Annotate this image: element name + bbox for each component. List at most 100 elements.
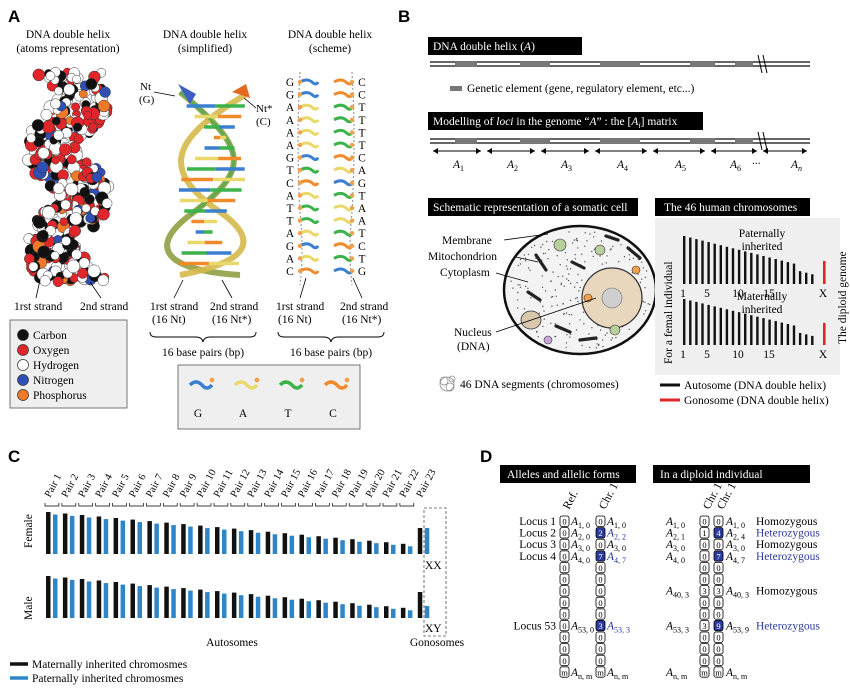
scheme-right-base: T: [358, 115, 365, 127]
col2-title-1: DNA double helix: [163, 29, 248, 41]
locus-name: Locus 2: [519, 528, 556, 540]
allele-cell: [559, 550, 570, 562]
strand1-nt-1: 1rst strand: [150, 301, 198, 313]
brace-simplified: [149, 331, 257, 343]
allele-cell-value: 0: [562, 656, 566, 666]
locus-name: Locus 53: [514, 620, 557, 632]
maternal-bar: [265, 531, 271, 554]
allele-cell-value: 0: [562, 598, 566, 608]
atom-sphere: [101, 198, 113, 209]
femal-label: For a femal individual: [663, 261, 675, 364]
autosome-bar: [719, 245, 722, 284]
column-header: Ref.: [561, 488, 581, 511]
atom-sphere: [78, 257, 90, 269]
phosphate-dot: [209, 377, 215, 383]
chr-allele-form: A3, 0: [606, 539, 626, 553]
paternal-bar: [86, 517, 92, 554]
atom-sphere: [66, 259, 81, 274]
scheme-right-base: A: [358, 203, 367, 215]
paternal-bar: [340, 604, 345, 618]
alleles-title: Alleles and allelic forms: [507, 469, 620, 481]
scheme-left-base: C: [286, 266, 294, 278]
scheme-right-base: T: [358, 228, 365, 240]
ref-allele-form: A3, 0: [570, 539, 590, 553]
male-label: Male: [23, 596, 35, 620]
col1-title-2: (atoms representation): [16, 43, 119, 55]
autosome-bar: [774, 321, 777, 345]
allele-cell-value: 9: [716, 621, 720, 631]
diploid-right-form: A1, 0: [725, 516, 745, 530]
allele-cell: [595, 550, 606, 562]
gonosomes-label: Gonosomes: [410, 637, 465, 649]
phosphate-dot: [297, 218, 303, 223]
maternal-bar: [282, 533, 288, 554]
atom-sphere: [59, 217, 69, 226]
paternal-bar: [391, 544, 396, 554]
allele-cell-value: 0: [702, 517, 706, 527]
allele-cell: [713, 527, 724, 539]
autosome-bar: [731, 310, 735, 345]
maternal-bar: [265, 595, 271, 618]
gonosome-bar: [823, 260, 826, 284]
autosome-bar: [805, 272, 808, 284]
allele-cell: [699, 573, 710, 585]
paternal-bar: [289, 535, 295, 554]
phosphate-dot: [349, 268, 355, 274]
axis-tick-bottom: 10: [732, 349, 744, 361]
paternal-bar: [53, 578, 58, 618]
autosome-bar: [701, 240, 704, 284]
scheme-right-base: C: [358, 153, 366, 165]
atom-sphere: [54, 86, 63, 96]
phosphate-dot: [254, 377, 260, 383]
autosome-bar: [750, 315, 753, 345]
allele-cell-value: 0: [562, 575, 566, 585]
diploid-left-form: A1, 0: [665, 516, 685, 530]
allele-cell-value: 7: [716, 551, 720, 561]
allele-cell: [713, 538, 724, 551]
axis-tick-bottom: X: [819, 349, 828, 361]
phosphate-dot: [349, 243, 355, 248]
panel-c-label: C: [8, 447, 20, 466]
atom-sphere: [50, 251, 60, 261]
phosphate-dot: [344, 377, 350, 383]
autosome-bar: [683, 299, 686, 345]
allele-cell-value: 0: [562, 563, 566, 573]
atom-sphere: [73, 122, 83, 132]
phosphate-dot: [349, 168, 355, 173]
scheme-left-base: G: [286, 241, 294, 253]
allele-cell-value: 0: [562, 609, 566, 619]
allele-cell-value: 0: [716, 575, 720, 585]
scheme-right-base: C: [358, 241, 366, 253]
phosphate-dot: [297, 180, 303, 185]
phosphate-dot: [349, 79, 355, 85]
paternal-bar: [306, 537, 311, 554]
column-header: Chr. 1: [597, 481, 621, 512]
bp-label-simplified: 16 base pairs (bp): [162, 347, 244, 359]
scheme-right-base: A: [358, 216, 367, 228]
allele-cell-value: m: [597, 667, 604, 677]
allele-cell-value: 0: [702, 656, 706, 666]
diploid-left-form: A40, 3: [665, 586, 689, 600]
atom-sphere: [41, 205, 56, 220]
scheme-left-nt: [299, 116, 320, 124]
atom-sphere: [32, 68, 46, 82]
paternal-bar: [86, 581, 92, 618]
autosome-bar: [689, 300, 692, 345]
allele-cell-value: m: [561, 667, 568, 677]
allele-cell: [559, 654, 570, 667]
allele-cell: [559, 643, 570, 655]
paternal-bar: [171, 525, 176, 554]
allele-cell: [713, 608, 724, 620]
paternal-bar: [137, 586, 142, 618]
paternal-bar: [69, 580, 75, 618]
scheme-right-nt: [333, 179, 354, 187]
chr-allele-form: A4, 7: [606, 551, 626, 565]
allele-cell-value: 0: [598, 633, 602, 643]
allele-cell: [713, 562, 724, 574]
maternal-bar: [400, 543, 406, 554]
locus-label: A1: [452, 159, 464, 173]
allele-cell-value: 0: [562, 551, 566, 561]
allele-cell: [559, 620, 570, 632]
allele-cell: [595, 562, 606, 574]
allele-cell: [699, 515, 710, 527]
